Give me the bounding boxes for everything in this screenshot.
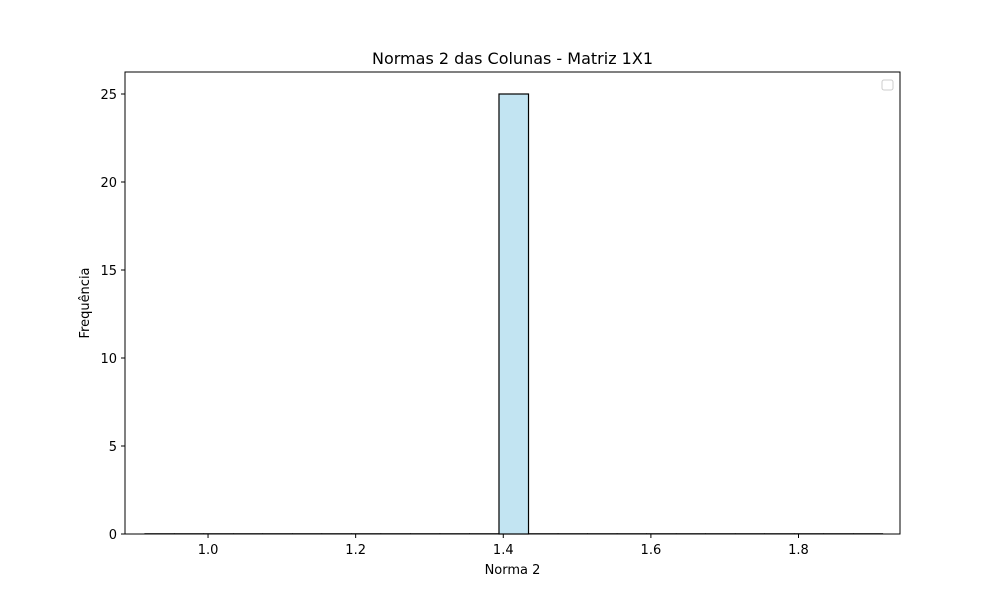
- chart-title: Normas 2 das Colunas - Matriz 1X1: [372, 49, 653, 68]
- x-tick-label: 1.0: [198, 543, 219, 558]
- y-tick-label: 15: [100, 264, 117, 279]
- x-axis-label: Norma 2: [485, 563, 541, 578]
- y-tick-label: 5: [109, 440, 117, 455]
- y-tick-label: 10: [100, 352, 117, 367]
- x-axis: 1.0 1.2 1.4 1.6 1.8: [198, 534, 809, 558]
- y-axis-label: Frequência: [78, 267, 93, 338]
- legend-box: [881, 79, 894, 91]
- y-tick-label: 20: [100, 176, 117, 191]
- y-tick-label: 25: [100, 88, 117, 103]
- y-axis: 0 5 10 15 20 25: [100, 88, 125, 543]
- x-tick-label: 1.2: [345, 543, 366, 558]
- x-tick-label: 1.6: [641, 543, 662, 558]
- x-tick-label: 1.4: [493, 543, 514, 558]
- y-tick-label: 0: [109, 528, 117, 543]
- x-tick-label: 1.8: [788, 543, 809, 558]
- histogram-bar: [498, 93, 530, 535]
- axes-frame: [124, 71, 901, 535]
